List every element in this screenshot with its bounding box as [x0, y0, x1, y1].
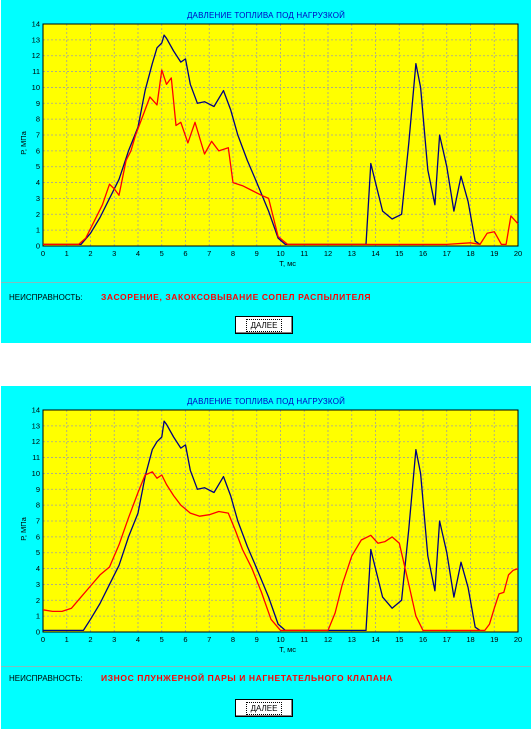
fault-description: ЗАСОРЕНИЕ, ЗАКОКСОВЫВАНИЕ СОПЕЛ РАСПЫЛИТ…	[101, 292, 372, 302]
x-tick-label: 11	[300, 249, 308, 258]
x-tick-label: 7	[207, 635, 211, 644]
fault-label: НЕИСПРАВНОСТЬ:	[9, 674, 83, 683]
y-tick-label: 9	[36, 485, 40, 494]
x-tick-label: 19	[490, 249, 498, 258]
divider	[1, 666, 531, 667]
x-tick-label: 20	[514, 635, 522, 644]
fault-label: НЕИСПРАВНОСТЬ:	[9, 293, 83, 302]
y-tick-label: 14	[32, 20, 40, 29]
fault-pressure-line	[43, 69, 519, 246]
x-tick-label: 0	[41, 635, 45, 644]
x-tick-label: 16	[419, 635, 427, 644]
x-tick-label: 19	[490, 635, 498, 644]
fault-description: ИЗНОС ПЛУНЖЕРНОЙ ПАРЫ И НАГНЕТАТЕЛЬНОГО …	[101, 673, 394, 683]
y-tick-label: 6	[36, 532, 40, 541]
chart-title: ДАВЛЕНИЕ ТОПЛИВА ПОД НАГРУЗКОЙ	[186, 11, 346, 20]
x-tick-label: 16	[419, 249, 427, 258]
y-tick-label: 3	[36, 580, 40, 589]
y-tick-label: 10	[32, 469, 40, 478]
y-tick-label: 12	[32, 51, 40, 60]
y-tick-label: 2	[36, 210, 40, 219]
x-tick-label: 10	[276, 249, 284, 258]
x-tick-label: 5	[160, 249, 164, 258]
y-tick-label: 11	[32, 67, 40, 76]
x-axis-label: Т, мс	[279, 259, 296, 268]
x-tick-label: 13	[348, 249, 356, 258]
next-button[interactable]: ДАЛЕЕ	[235, 316, 293, 334]
plot-frame	[42, 23, 519, 247]
y-tick-label: 5	[36, 162, 40, 171]
x-tick-label: 14	[371, 249, 379, 258]
reference-pressure-line	[43, 34, 481, 246]
y-tick-label: 9	[36, 99, 40, 108]
x-tick-label: 15	[395, 635, 403, 644]
x-tick-label: 18	[466, 249, 474, 258]
x-tick-label: 6	[183, 249, 187, 258]
x-tick-label: 5	[160, 635, 164, 644]
x-tick-label: 3	[112, 249, 116, 258]
x-tick-label: 0	[41, 249, 45, 258]
x-tick-label: 2	[88, 635, 92, 644]
x-tick-label: 12	[324, 249, 332, 258]
y-tick-label: 7	[36, 517, 40, 526]
next-button-label: ДАЛЕЕ	[245, 701, 283, 715]
fault-pressure-line	[42, 471, 519, 632]
x-tick-label: 13	[348, 635, 356, 644]
y-tick-label: 4	[36, 178, 40, 187]
y-tick-label: 5	[36, 548, 40, 557]
pressure-chart-2: 0 1 2 3 4 5 6 7 8 9 10 11 12 13 14 15 16 17 18 19 2001234567…	[19, 406, 522, 655]
x-tick-label: 9	[255, 635, 259, 644]
pressure-chart-1: 0 1 2 3 4 5 6 7 8 9 10 11 12 13 14 15 16 17 18 19 2001234567…	[19, 20, 522, 269]
y-tick-label: 8	[36, 115, 40, 124]
y-axis-label: Р, МПа	[19, 130, 28, 154]
x-tick-label: 17	[443, 249, 451, 258]
chart-title: ДАВЛЕНИЕ ТОПЛИВА ПОД НАГРУЗКОЙ	[186, 397, 346, 406]
y-tick-label: 2	[36, 596, 40, 605]
x-tick-label: 15	[395, 249, 403, 258]
y-tick-label: 1	[36, 226, 40, 235]
y-tick-label: 8	[36, 501, 40, 510]
x-tick-label: 7	[207, 249, 211, 258]
x-tick-label: 17	[443, 635, 451, 644]
y-tick-label: 14	[32, 406, 40, 415]
x-tick-label: 4	[136, 249, 140, 258]
x-tick-label: 20	[514, 249, 522, 258]
x-tick-label: 9	[255, 249, 259, 258]
x-tick-label: 12	[324, 635, 332, 644]
y-tick-label: 6	[36, 146, 40, 155]
y-tick-label: 13	[32, 35, 40, 44]
x-tick-label: 1	[65, 635, 69, 644]
y-tick-label: 10	[32, 83, 40, 92]
y-tick-label: 13	[32, 421, 40, 430]
y-axis-label: Р, МПа	[19, 516, 28, 540]
y-tick-label: 0	[36, 242, 40, 251]
next-button[interactable]: ДАЛЕЕ	[235, 699, 293, 717]
plot-frame	[42, 409, 519, 633]
x-tick-label: 4	[136, 635, 140, 644]
x-tick-label: 2	[88, 249, 92, 258]
x-tick-label: 6	[183, 635, 187, 644]
x-axis-label: Т, мс	[279, 645, 296, 654]
divider	[1, 282, 531, 283]
separator	[0, 343, 532, 386]
x-tick-label: 1	[65, 249, 69, 258]
y-tick-label: 0	[36, 628, 40, 637]
y-tick-label: 4	[36, 564, 40, 573]
y-tick-label: 1	[36, 612, 40, 621]
x-tick-label: 8	[231, 635, 235, 644]
next-button-label: ДАЛЕЕ	[245, 318, 283, 332]
y-tick-label: 12	[32, 437, 40, 446]
x-tick-label: 11	[300, 635, 308, 644]
x-tick-label: 8	[231, 249, 235, 258]
y-tick-label: 11	[32, 453, 40, 462]
x-tick-label: 14	[371, 635, 379, 644]
x-tick-label: 10	[276, 635, 284, 644]
x-tick-label: 3	[112, 635, 116, 644]
y-tick-label: 7	[36, 131, 40, 140]
y-tick-label: 3	[36, 194, 40, 203]
x-tick-label: 18	[466, 635, 474, 644]
